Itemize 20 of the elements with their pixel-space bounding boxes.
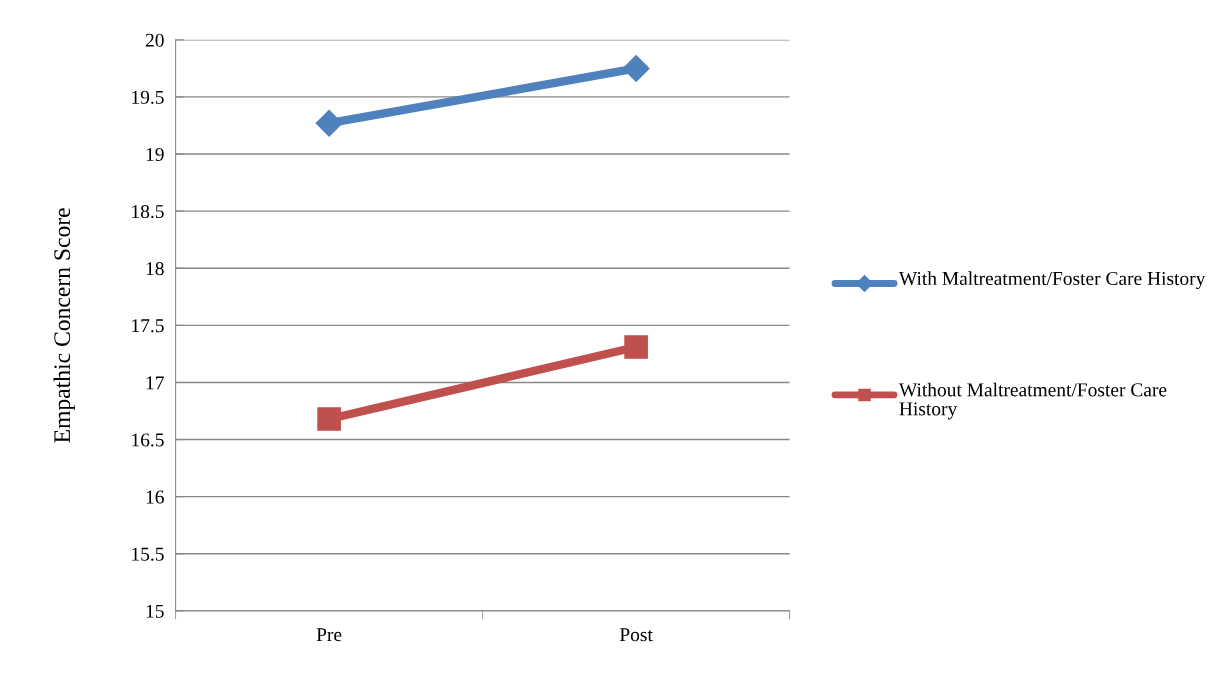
y-tick-label: 19	[146, 147, 164, 161]
x-tick-label: Post	[619, 628, 653, 642]
y-tick-label: 16	[146, 490, 164, 504]
y-tick-label: 17.5	[132, 319, 164, 333]
point	[624, 335, 648, 359]
y-tick-label: 17	[146, 376, 164, 390]
y-axis-title: Empathic Concern Score	[53, 208, 75, 443]
y-tick-label: 18.5	[132, 204, 164, 219]
y-tick-label: 18	[146, 262, 164, 276]
y-tick-label: 15.5	[132, 547, 164, 561]
x-tick-label: Pre	[316, 628, 342, 642]
point	[622, 54, 650, 82]
y-tick-label: 19.5	[132, 90, 164, 104]
y-tick-label: 16.5	[132, 433, 164, 447]
y-tick-label: 20	[145, 33, 164, 47]
point	[317, 407, 341, 431]
y-tick-label: 15	[146, 604, 164, 618]
point	[315, 109, 343, 137]
legend-label: With Maltreatment/Foster Care History	[898, 271, 1206, 290]
legend-label: Without Maltreatment/Foster Care History	[898, 382, 1167, 420]
